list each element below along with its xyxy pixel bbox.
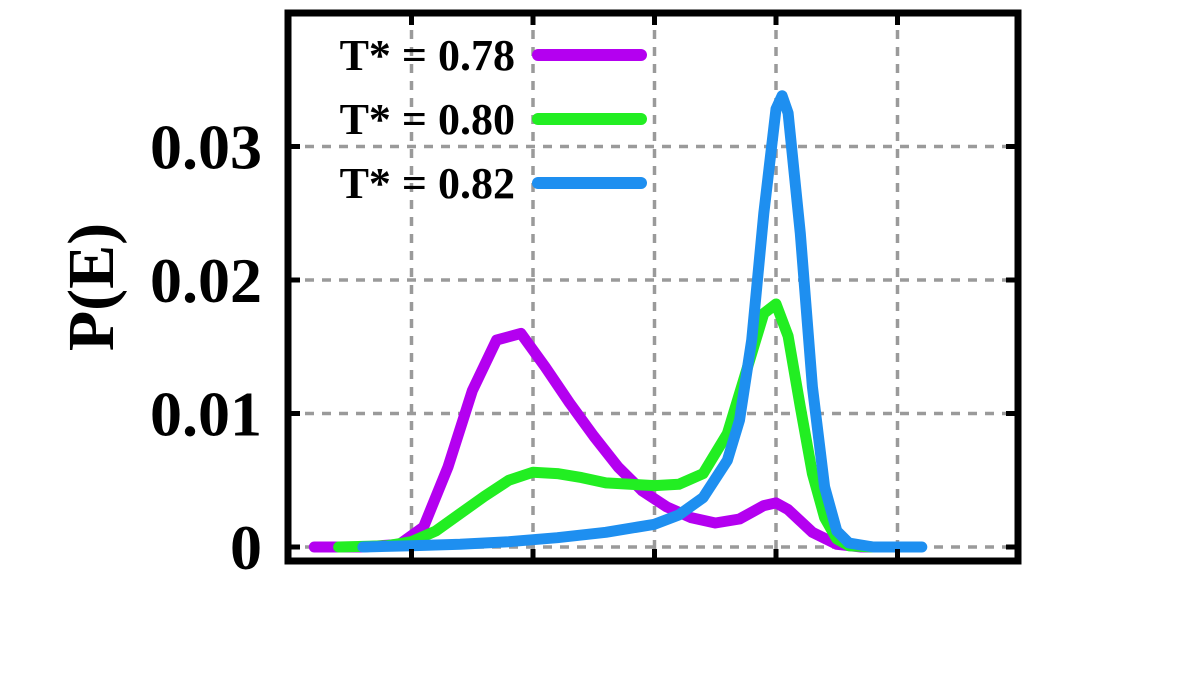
legend-label-3: T* = 0.82 [340, 159, 515, 208]
y-tick-label-4: 0.03 [150, 112, 262, 183]
series-line-2 [333, 298, 916, 553]
axis-ticks [288, 13, 1018, 561]
y-tick-label-2: 0.01 [150, 379, 262, 450]
legend-label-2: T* = 0.80 [340, 95, 515, 144]
legend: T* = 0.78 T* = 0.80 T* = 0.82 [340, 31, 647, 208]
legend-label-1: T* = 0.78 [340, 31, 515, 80]
y-tick-label-3: 0.02 [150, 245, 262, 316]
series-line-3 [357, 90, 928, 553]
y-axis-label: P(E) [55, 223, 128, 351]
series-line-1 [308, 327, 916, 553]
y-tick-labels: 0 0.01 0.02 0.03 [150, 112, 262, 584]
plot-series [308, 90, 928, 553]
y-tick-label-1: 0 [230, 512, 262, 583]
